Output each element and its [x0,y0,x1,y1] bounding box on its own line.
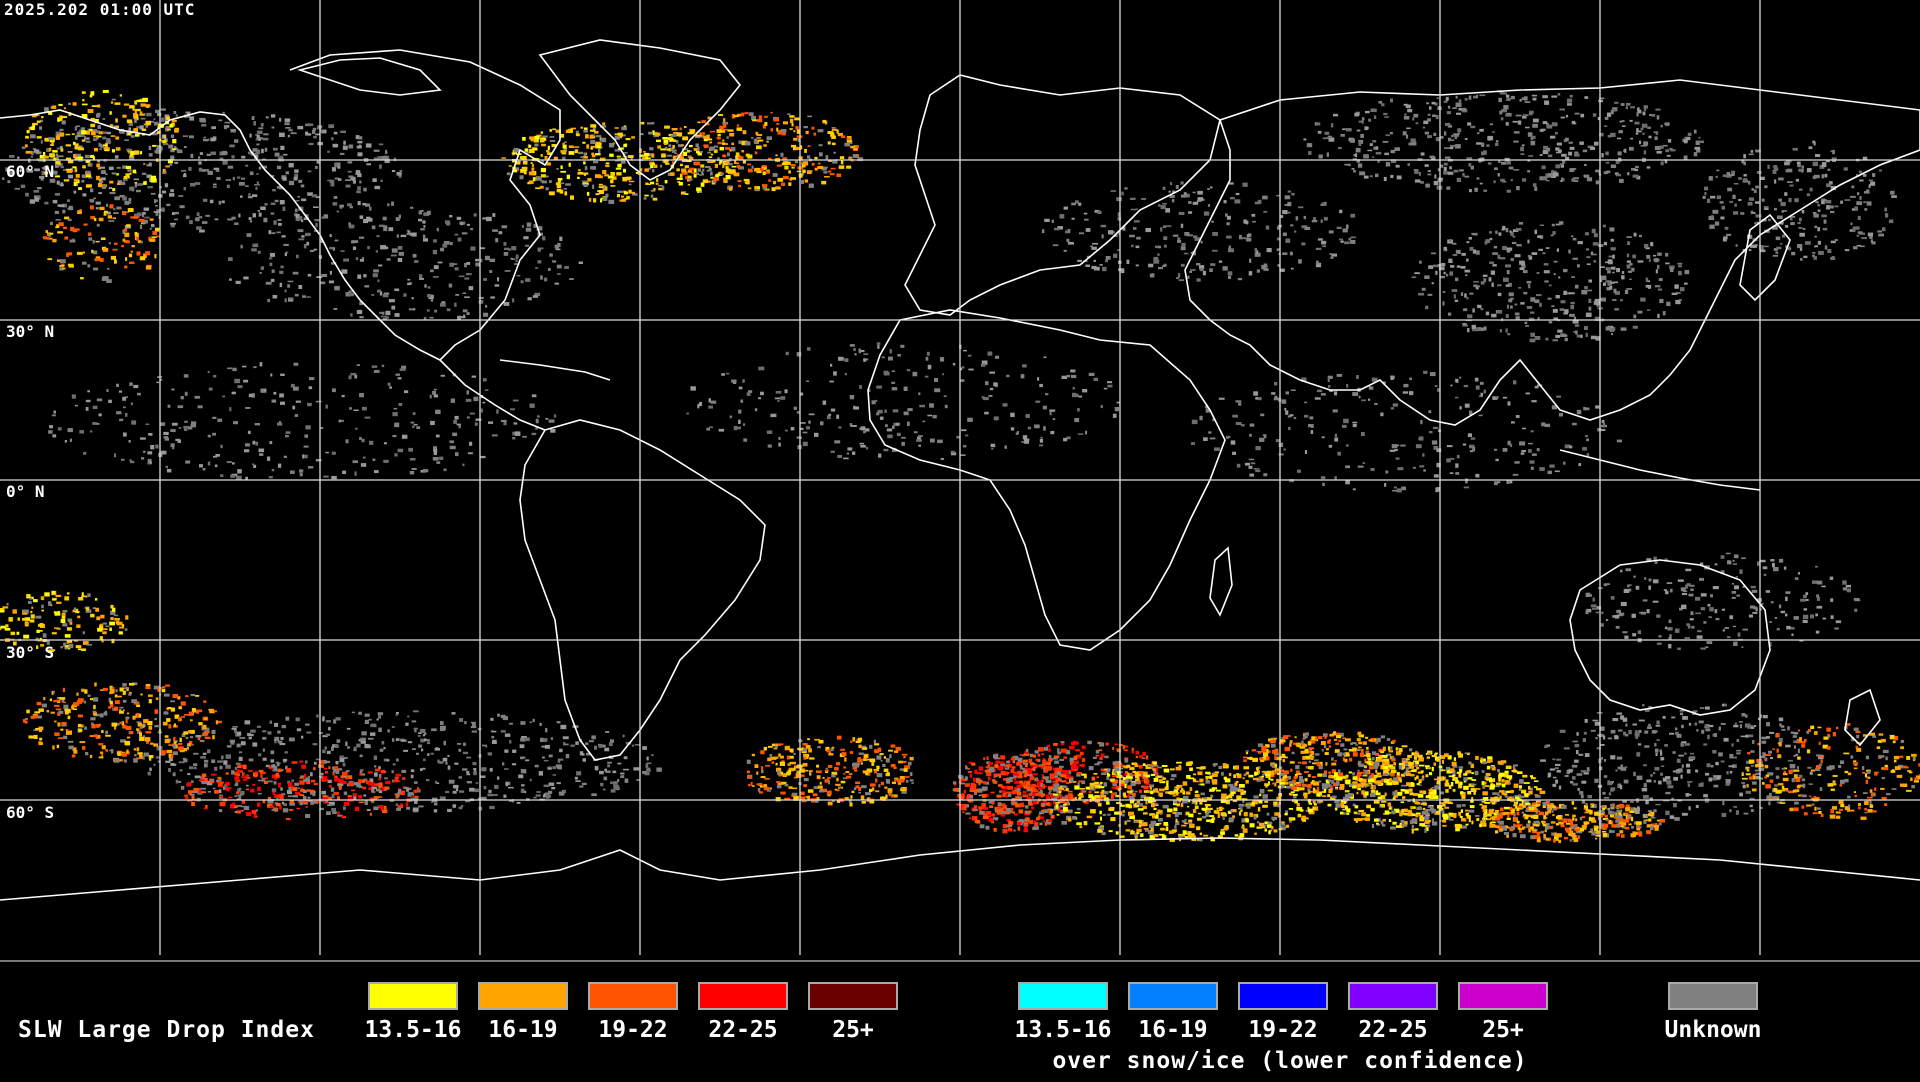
coastline-arctic-islands [300,58,440,95]
lat-label-30n: 30° N [6,322,54,341]
swatch-ice-19-22 [1238,982,1328,1010]
label-ice-22-25: 22-25 [1338,1017,1448,1043]
swatch-main-19-22 [588,982,678,1010]
timestamp: 2025.202 01:00 UTC [4,0,195,19]
swatch-main-25plus [808,982,898,1010]
label-ice-16-19: 16-19 [1118,1017,1228,1043]
coastline-asia [1185,80,1920,425]
cloud-cluster [23,682,222,762]
label-main-25plus: 25+ [798,1017,908,1043]
cloud-cluster [1303,90,1704,193]
swatch-ice-16-19 [1128,982,1218,1010]
coastline-madagascar [1210,548,1232,615]
label-main-13-16: 13.5-16 [358,1017,468,1043]
ice-caption: over snow/ice (lower confidence) [1020,1048,1560,1074]
label-main-22-25: 22-25 [688,1017,798,1043]
swatch-ice-25plus [1458,982,1548,1010]
lat-label-60s: 60° S [6,803,54,822]
swatch-ice-22-25 [1348,982,1438,1010]
cloud-cluster [1322,751,1546,834]
label-ice-13-16: 13.5-16 [1008,1017,1118,1043]
swatch-unknown [1668,982,1758,1010]
coastline-south-america [520,420,765,760]
label-ice-25plus: 25+ [1448,1017,1558,1043]
label-main-19-22: 19-22 [578,1017,688,1043]
label-main-16-19: 16-19 [468,1017,578,1043]
coastline-indonesia [1560,450,1760,490]
cloud-cluster [686,342,1120,460]
legend: SLW Large Drop Index 13.5-16 16-19 19-22… [0,960,1920,1082]
coastline-caribbean [500,360,610,380]
cloud-cluster [1586,553,1861,650]
coastline-japan [1740,215,1790,300]
cloud-cluster [953,753,1074,834]
coastline-north-america [0,50,560,360]
swatch-main-22-25 [698,982,788,1010]
label-ice-19-22: 19-22 [1228,1017,1338,1043]
swatch-main-16-19 [478,982,568,1010]
cloud-cluster [1042,181,1356,281]
lat-label-30s: 30° S [6,643,54,662]
swatch-main-13-16 [368,982,458,1010]
slw-map: 2025.202 01:00 UTC 60° N 30° N 0° N 30° … [0,0,1920,959]
map-canvas [0,0,1920,959]
legend-title: SLW Large Drop Index [18,1017,315,1043]
cloud-cluster [747,736,914,807]
label-unknown: Unknown [1658,1017,1768,1043]
cloud-cluster [501,122,744,204]
cloud-cluster [1412,221,1690,342]
cloud-cluster [1191,371,1622,493]
swatch-ice-13-16 [1018,982,1108,1010]
cloud-cluster [1703,141,1897,261]
lat-label-0n: 0° N [6,482,45,501]
lat-label-60n: 60° N [6,162,54,181]
